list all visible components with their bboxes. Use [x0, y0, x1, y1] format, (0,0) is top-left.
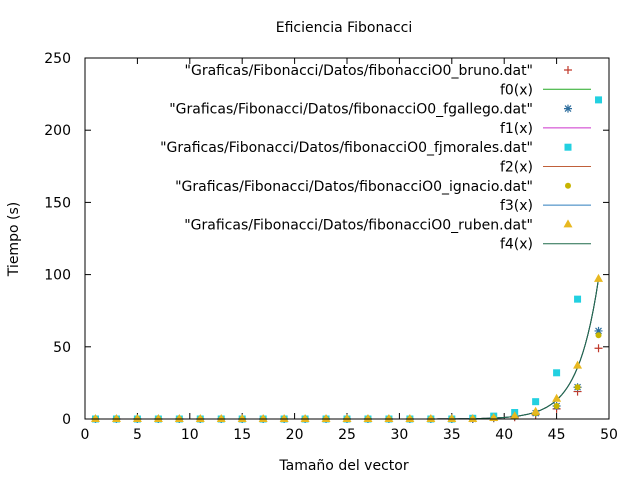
fit-line-f5 [85, 278, 600, 420]
data-point [111, 414, 121, 422]
data-point [405, 414, 415, 422]
legend-marker [564, 104, 572, 113]
data-point [595, 96, 603, 104]
data-point [384, 414, 394, 422]
legend-label: f0(x) [500, 82, 533, 98]
x-tick-label: 50 [600, 427, 618, 443]
y-tick-label: 100 [44, 268, 71, 284]
legend-label: f2(x) [500, 160, 533, 176]
legend-label: f4(x) [500, 237, 533, 253]
legend-marker [563, 219, 573, 228]
data-point [468, 414, 478, 422]
fit-lines [85, 278, 600, 420]
y-tick-label: 0 [62, 412, 71, 428]
data-point [321, 414, 331, 422]
y-axis-title: Tiempo (s) [6, 202, 22, 277]
data-point [574, 384, 581, 391]
data-point [594, 326, 603, 335]
data-point [216, 414, 226, 422]
legend-label: "Graficas/Fibonacci/Datos/fibonacciO0_br… [185, 63, 533, 79]
fit-line-f9 [85, 278, 600, 420]
y-tick-label: 150 [44, 195, 71, 211]
data-point [574, 295, 582, 303]
fit-line-f7 [85, 278, 600, 420]
x-tick-label: 20 [286, 427, 304, 443]
data-point [553, 369, 561, 377]
y-tick-label: 200 [44, 123, 71, 139]
legend-marker [564, 143, 572, 151]
legend-marker [565, 182, 571, 189]
data-point [300, 414, 310, 422]
data-point [174, 414, 184, 422]
chart-title: Eficiencia Fibonacci [276, 20, 412, 36]
x-tick-label: 25 [338, 427, 356, 443]
x-tick-label: 30 [390, 427, 408, 443]
data-point [552, 393, 562, 402]
data-point [595, 332, 602, 339]
x-axis-title: Tamaño del vector [278, 458, 408, 474]
legend-marker [564, 66, 572, 74]
x-tick-label: 5 [133, 427, 142, 443]
data-point [279, 414, 289, 422]
x-tick-label: 40 [495, 427, 513, 443]
y-tick-label: 50 [53, 340, 71, 356]
legend-label: "Graficas/Fibonacci/Datos/fibonacciO0_fj… [160, 140, 533, 156]
data-point [531, 406, 541, 415]
legend-label: "Graficas/Fibonacci/Datos/fibonacciO0_ig… [175, 179, 533, 195]
data-point [363, 414, 373, 422]
x-tick-label: 45 [548, 427, 566, 443]
data-point [594, 344, 603, 353]
data-point [342, 414, 352, 422]
data-point [195, 414, 205, 422]
data-point [447, 414, 457, 422]
legend-label: f3(x) [500, 198, 533, 214]
axis-ticks: 0 5 10 15 20 25 30 35 40 45 50 0 50 100 150 200 250 [44, 51, 618, 443]
data-point [510, 411, 520, 420]
data-point [594, 273, 604, 282]
x-tick-label: 0 [81, 427, 90, 443]
legend-label: f1(x) [500, 121, 533, 137]
legend: "Graficas/Fibonacci/Datos/fibonacciO0_br… [160, 63, 591, 253]
plot-frame [84, 57, 610, 420]
data-point [237, 414, 247, 422]
y-tick-label: 250 [44, 51, 71, 67]
data-point [426, 414, 436, 422]
data-point [532, 398, 540, 406]
legend-label: "Graficas/Fibonacci/Datos/fibonacciO0_ru… [184, 217, 533, 233]
x-tick-label: 10 [181, 427, 199, 443]
x-tick-label: 35 [443, 427, 461, 443]
data-point [573, 360, 583, 369]
data-point [90, 414, 100, 422]
x-tick-label: 15 [233, 427, 251, 443]
fit-line-f3 [85, 278, 600, 420]
fit-line-f1 [85, 278, 600, 420]
data-point [258, 414, 268, 422]
legend-label: "Graficas/Fibonacci/Datos/fibonacciO0_fg… [169, 102, 533, 118]
data-point [132, 414, 142, 422]
data-point [153, 414, 163, 422]
data-point [553, 403, 560, 410]
